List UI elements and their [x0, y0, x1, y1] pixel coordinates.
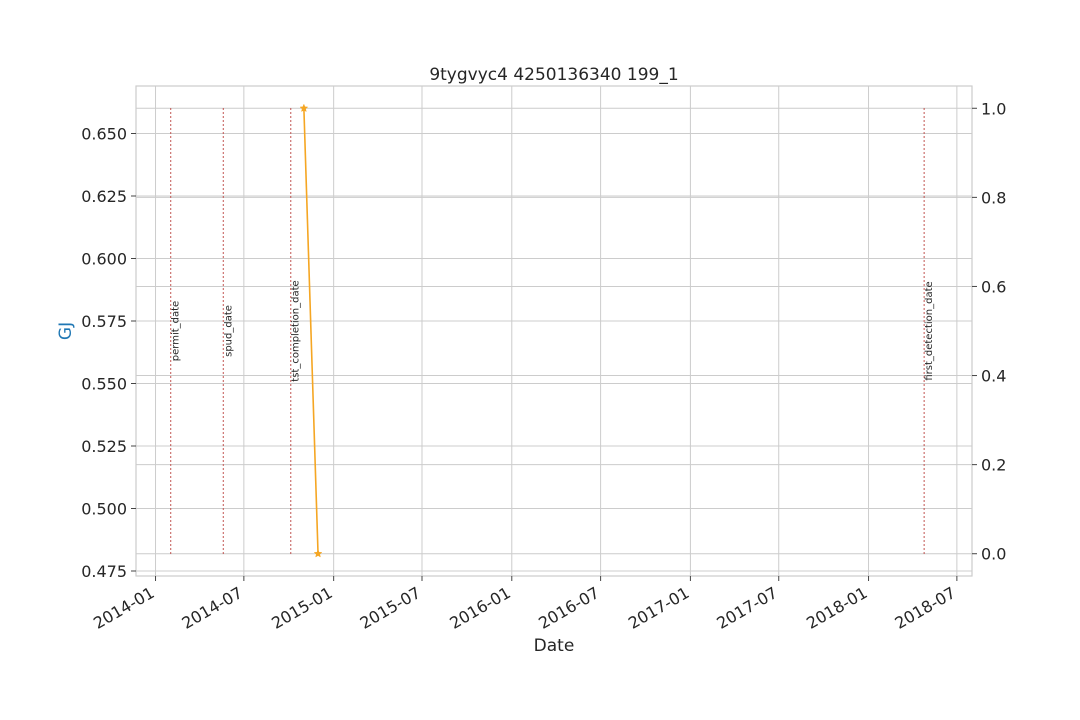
y-tick-label: 0.550 — [81, 375, 127, 394]
event-line-permit-date: permit_date — [170, 108, 182, 554]
y2-tick-label: 0.4 — [981, 367, 1006, 386]
y-tick-label: 0.475 — [81, 562, 127, 581]
y-tick-label: 0.575 — [81, 312, 127, 331]
y-tick-label: 0.525 — [81, 437, 127, 456]
x-tick-label: 2015-07 — [357, 583, 424, 633]
chart-title: 9tygvyc4 4250136340 199_1 — [429, 65, 678, 85]
plot-frame — [135, 85, 973, 577]
series — [299, 103, 323, 558]
x-tick-label: 2018-07 — [891, 583, 958, 633]
x-tick-label: 2014-01 — [90, 583, 157, 633]
y2-tick-label: 0.2 — [981, 456, 1006, 475]
x-axis-label: Date — [534, 636, 575, 656]
y-tick-label: 0.625 — [81, 187, 127, 206]
x-ticks: 2014-01 2014-07 2015-01 2015-07 2016-01 2016-… — [90, 576, 959, 633]
event-lines: permit_date spud_date tst_completion_date f… — [170, 108, 935, 554]
y-axis-label: GJ — [56, 322, 76, 340]
event-line-tst-completion-date: tst_completion_date — [290, 108, 302, 554]
event-line-label: tst_completion_date — [291, 280, 302, 381]
x-tick-label: 2016-07 — [535, 583, 602, 633]
x-tick-label: 2016-01 — [446, 583, 513, 633]
y2-tick-label: 1.0 — [981, 99, 1006, 118]
event-line-spud-date: spud_date — [222, 108, 234, 554]
event-line-label: first_detection_date — [924, 281, 935, 380]
y-tick-label: 0.500 — [81, 500, 127, 519]
series-line — [303, 108, 319, 554]
x-tick-label: 2015-01 — [268, 583, 335, 633]
y-tick-label: 0.650 — [81, 125, 127, 144]
y2-tick-label: 0.8 — [981, 188, 1006, 207]
data-series — [299, 103, 323, 558]
y-ticks: 0.475 0.500 0.525 0.550 0.575 0.600 0.625 0.650 — [81, 125, 136, 581]
y2-ticks: 0.0 0.2 0.4 0.6 0.8 1.0 — [972, 99, 1006, 564]
event-line-first-detection-date: first_detection_date — [923, 108, 935, 554]
y2-tick-label: 0.6 — [981, 277, 1006, 296]
event-line-label: permit_date — [171, 301, 182, 361]
event-line-label: spud_date — [223, 305, 234, 357]
y-tick-label: 0.600 — [81, 250, 127, 269]
x-tick-label: 2018-01 — [803, 583, 870, 633]
x-tick-label: 2017-01 — [625, 583, 692, 633]
y2-tick-label: 0.0 — [981, 545, 1006, 564]
x-tick-label: 2017-07 — [713, 583, 780, 633]
grid — [136, 86, 972, 576]
x-tick-label: 2014-07 — [178, 583, 245, 633]
data-point — [299, 103, 309, 113]
data-point — [313, 549, 323, 558]
